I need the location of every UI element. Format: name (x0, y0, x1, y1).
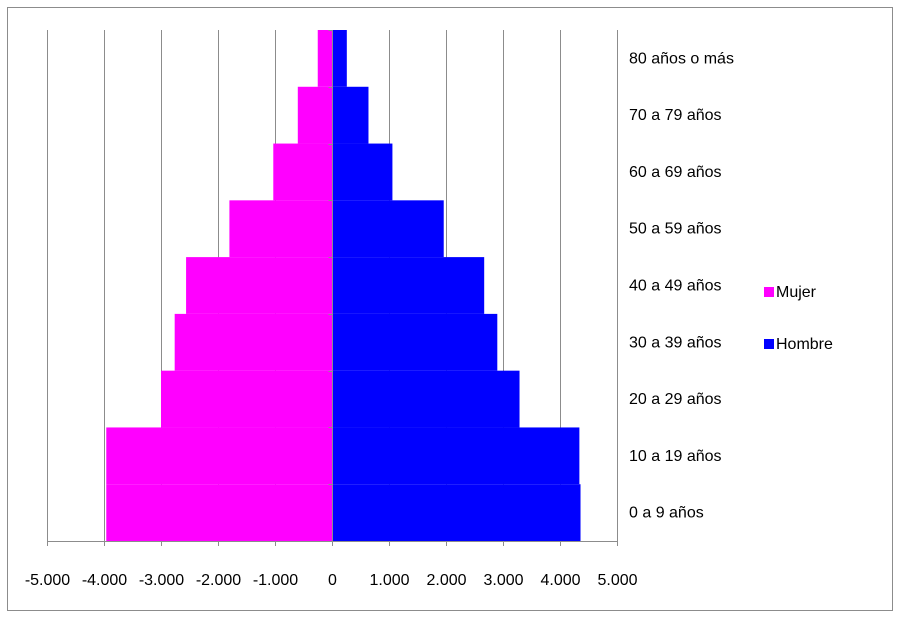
bar-mujer (317, 30, 332, 87)
bar-hombre (332, 86, 369, 144)
bar-hombre (332, 200, 444, 258)
x-tick-label: 5.000 (597, 572, 637, 589)
bar-mujer (106, 484, 332, 541)
bar-mujer (273, 143, 332, 201)
category-label: 40 a 49 años (629, 278, 722, 295)
x-tick-label: -1.000 (253, 572, 298, 589)
x-tick-label: 3.000 (483, 572, 523, 589)
category-label: 30 a 39 años (629, 334, 722, 351)
x-tick-label: -4.000 (82, 572, 127, 589)
bar-mujer (229, 200, 332, 258)
x-tick-label: 2.000 (426, 572, 466, 589)
category-label: 50 a 59 años (629, 221, 722, 238)
bar-mujer (106, 427, 332, 485)
x-tick-label: 4.000 (540, 572, 580, 589)
bar-mujer (174, 313, 332, 371)
bar-hombre (332, 30, 347, 87)
bar-hombre (332, 427, 580, 485)
legend-label-hombre: Hombre (776, 336, 833, 353)
bar-mujer (161, 370, 332, 428)
x-tick-label: 1.000 (369, 572, 409, 589)
legend-swatch-hombre (764, 339, 774, 349)
bar-mujer (297, 86, 332, 144)
bar-hombre (332, 370, 520, 428)
category-label: 10 a 19 años (629, 448, 722, 465)
legend-label-mujer: Mujer (776, 284, 817, 301)
x-tick-label: -5.000 (25, 572, 70, 589)
bar-hombre (332, 143, 393, 201)
bar-hombre (332, 484, 581, 541)
x-tick-label: -3.000 (139, 572, 184, 589)
category-label: 20 a 29 años (629, 391, 722, 408)
category-label: 60 a 69 años (629, 164, 722, 181)
bar-mujer (186, 257, 332, 314)
category-label: 0 a 9 años (629, 505, 704, 522)
category-label: 80 años o más (629, 50, 734, 67)
bar-hombre (332, 313, 498, 371)
x-tick-label: -2.000 (196, 572, 241, 589)
bar-hombre (332, 257, 485, 314)
category-label: 70 a 79 años (629, 107, 722, 124)
legend-swatch-mujer (764, 287, 774, 297)
x-tick-label: 0 (328, 572, 337, 589)
